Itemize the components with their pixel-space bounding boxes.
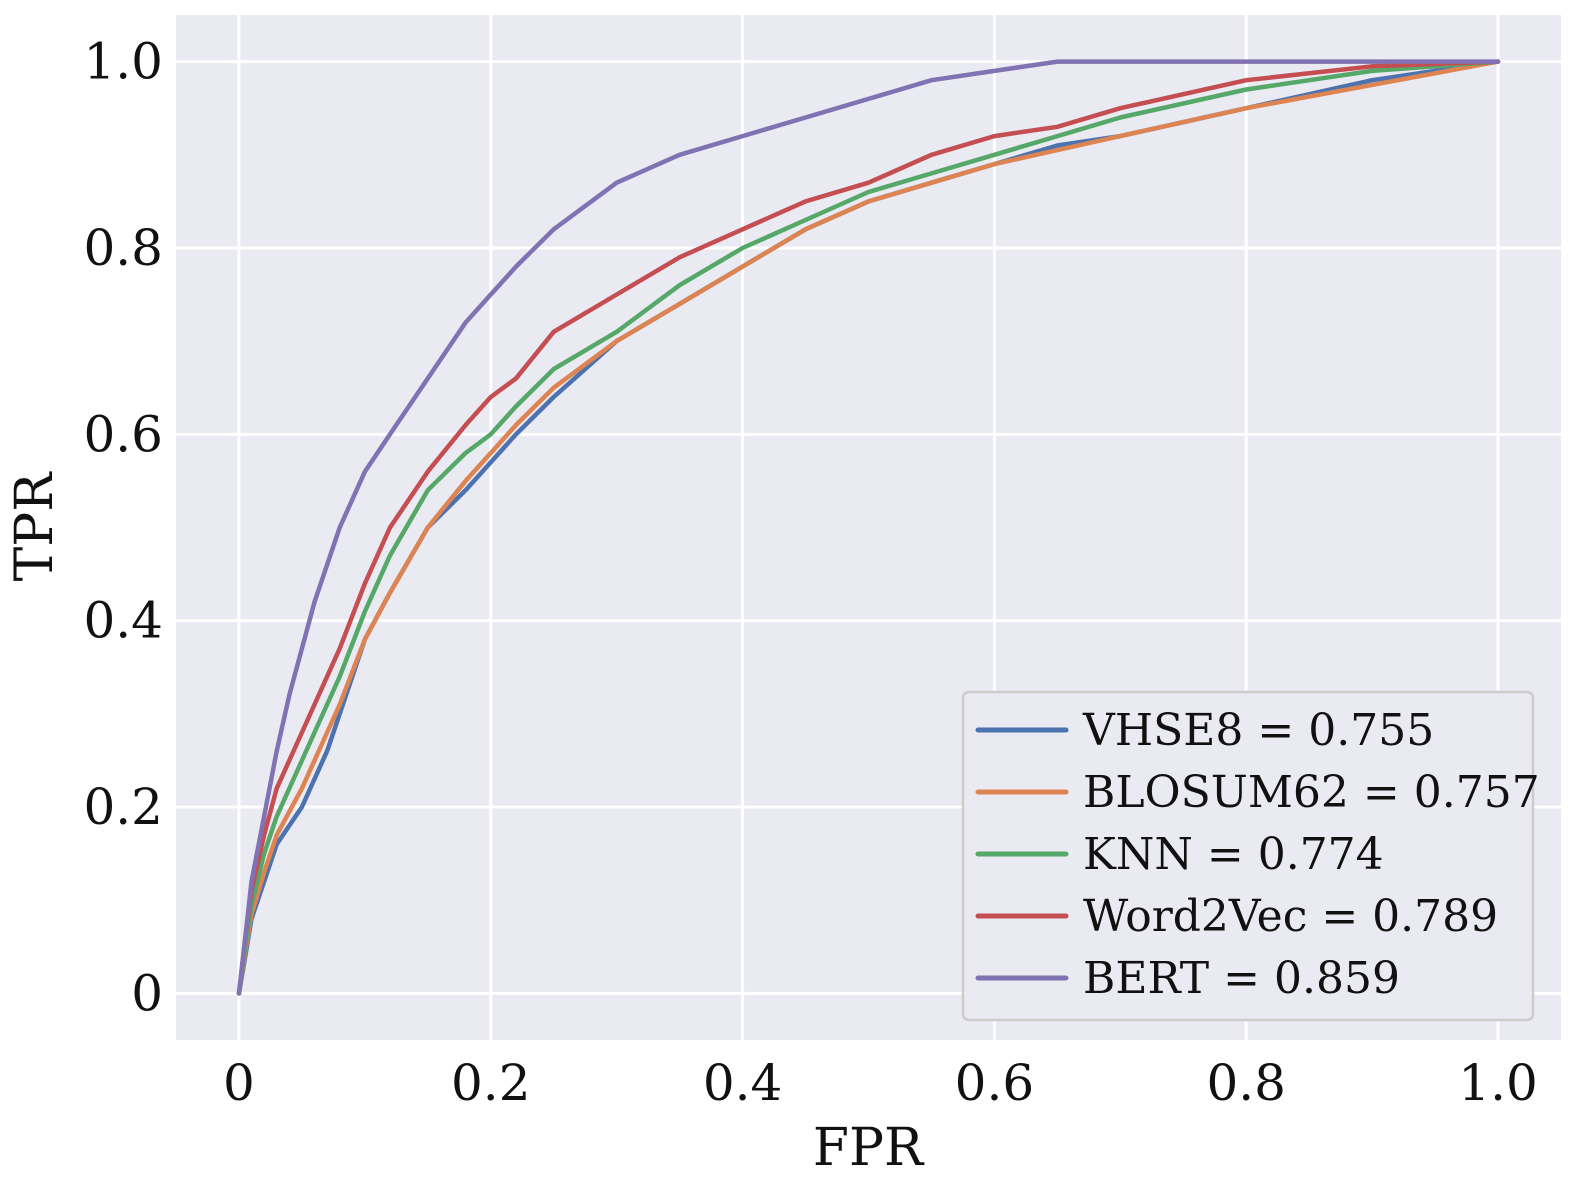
y-axis-ticks: 0 0.2 0.4 0.6 0.8 1.0 [83, 33, 163, 1023]
legend-label: BLOSUM62 = 0.757 [1083, 767, 1540, 818]
series-line [236, 59, 1501, 996]
x-axis-title: FPR [813, 1118, 925, 1178]
x-tick-label: 1.0 [1458, 1054, 1538, 1112]
y-tick-label: 0 [131, 964, 163, 1022]
y-tick-label: 0.6 [83, 405, 163, 463]
x-tick-label: 0 [223, 1054, 255, 1112]
grid [176, 15, 1561, 1040]
x-tick-label: 0.2 [451, 1054, 531, 1112]
y-tick-label: 0.4 [83, 592, 163, 650]
y-tick-label: 0.8 [83, 219, 163, 277]
legend-label: VHSE8 = 0.755 [1082, 705, 1434, 756]
x-tick-label: 0.6 [955, 1054, 1035, 1112]
y-axis-title: TPR [5, 471, 65, 582]
x-tick-label: 0.4 [703, 1054, 783, 1112]
series-line [236, 59, 1501, 996]
legend-label: Word2Vec = 0.789 [1083, 891, 1498, 942]
x-axis-ticks: 0 0.2 0.4 0.6 0.8 1.0 [223, 1054, 1538, 1112]
y-tick-label: 1.0 [83, 33, 163, 91]
legend-label: KNN = 0.774 [1083, 829, 1384, 880]
legend-box [961, 690, 1535, 1022]
series-line [236, 59, 1501, 996]
series-line [236, 59, 1501, 996]
legend-label: BERT = 0.859 [1083, 953, 1400, 1004]
series-line [236, 59, 1501, 996]
y-tick-label: 0.2 [83, 778, 163, 836]
legend: VHSE8 = 0.755 BLOSUM62 = 0.757 KNN = 0.774… [961, 690, 1540, 1022]
x-tick-label: 0.8 [1206, 1054, 1286, 1112]
series-layer [236, 59, 1501, 996]
